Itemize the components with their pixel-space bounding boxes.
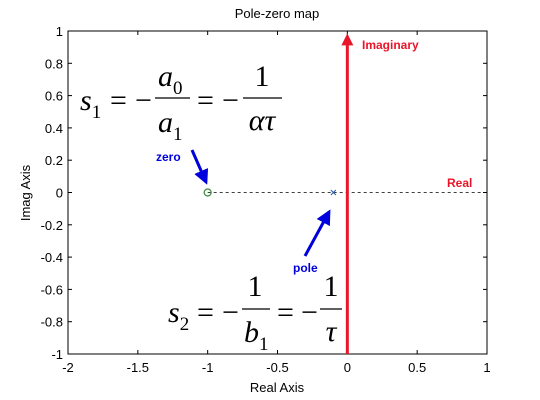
x-ticks: -2 -1.5 -1 -0.5 0 0.5 1 bbox=[62, 31, 491, 375]
y-tick-label: 0.4 bbox=[45, 121, 63, 136]
eq-s1-mid-num-sub: 0 bbox=[173, 78, 183, 99]
equation-s1: s1 = − a0 a1 = − 1 ατ bbox=[80, 60, 282, 145]
eq-s2-rhs-num: 1 bbox=[324, 270, 339, 303]
y-tick-label: -0.4 bbox=[41, 250, 63, 265]
eq-s1-lhs-sub: 1 bbox=[92, 102, 102, 123]
chart-title: Pole-zero map bbox=[235, 6, 320, 21]
y-tick-label: -0.2 bbox=[41, 218, 63, 233]
imaginary-label: Imaginary bbox=[362, 38, 419, 52]
svg-text:b1: b1 bbox=[244, 316, 269, 355]
pole-marker bbox=[330, 189, 337, 196]
eq-s2-lhs: s bbox=[168, 296, 180, 329]
y-tick-label: 1 bbox=[56, 24, 63, 39]
svg-text:s2: s2 bbox=[168, 296, 189, 335]
svg-text:−: − bbox=[222, 296, 239, 329]
x-tick-label: 1 bbox=[483, 360, 490, 375]
x-axis-label: Real Axis bbox=[250, 380, 305, 395]
svg-text:=: = bbox=[197, 296, 214, 329]
equation-s2: s2 = − 1 b1 = − 1 τ bbox=[168, 270, 342, 355]
svg-text:=: = bbox=[277, 296, 294, 329]
eq-s1-mid-den-sub: 1 bbox=[173, 124, 183, 145]
x-tick-label: -1.5 bbox=[127, 360, 149, 375]
pole-label: pole bbox=[293, 261, 318, 275]
svg-text:a1: a1 bbox=[158, 106, 183, 145]
svg-text:a0: a0 bbox=[158, 60, 183, 99]
eq-s1-rhs-den: ατ bbox=[249, 104, 277, 137]
zero-arrow bbox=[190, 149, 209, 185]
eq-s1-mid-den: a bbox=[158, 106, 173, 139]
y-tick-label: 0.6 bbox=[45, 89, 63, 104]
svg-text:−: − bbox=[135, 84, 152, 117]
svg-text:=: = bbox=[197, 84, 214, 117]
y-axis-label: Imag Axis bbox=[18, 164, 33, 221]
eq-s2-rhs-den: τ bbox=[326, 315, 338, 348]
eq-s2-lhs-sub: 2 bbox=[180, 314, 190, 335]
pole-arrow bbox=[303, 209, 331, 257]
eq-s2-mid-den-sub: 1 bbox=[259, 334, 269, 355]
svg-text:−: − bbox=[301, 296, 318, 329]
x-tick-label: -0.5 bbox=[266, 360, 288, 375]
x-tick-label: 0 bbox=[344, 360, 351, 375]
x-tick-label: 0.5 bbox=[408, 360, 426, 375]
eq-s1-rhs-num: 1 bbox=[255, 60, 270, 93]
eq-s2-mid-num: 1 bbox=[248, 270, 263, 303]
svg-text:−: − bbox=[222, 84, 239, 117]
eq-s1-mid-num: a bbox=[158, 60, 173, 93]
zero-label: zero bbox=[156, 150, 181, 164]
y-tick-label: 0.2 bbox=[45, 153, 63, 168]
svg-text:=: = bbox=[110, 84, 127, 117]
y-tick-label: 0.8 bbox=[45, 56, 63, 71]
pole-zero-markers bbox=[203, 188, 337, 197]
y-tick-label: -0.6 bbox=[41, 282, 63, 297]
svg-text:s1: s1 bbox=[80, 84, 101, 123]
y-ticks: 1 0.8 0.6 0.4 0.2 0 -0.2 -0.4 -0.6 -0.8 -1 bbox=[41, 24, 487, 362]
y-tick-label: -1 bbox=[51, 347, 63, 362]
eq-s1-lhs: s bbox=[80, 84, 92, 117]
zero-marker bbox=[203, 188, 212, 197]
y-tick-label: -0.8 bbox=[41, 315, 63, 330]
x-tick-label: -2 bbox=[62, 360, 74, 375]
y-tick-label: 0 bbox=[56, 186, 63, 201]
x-tick-label: -1 bbox=[202, 360, 214, 375]
eq-s2-mid-den: b bbox=[244, 316, 259, 349]
real-label: Real bbox=[447, 176, 472, 190]
